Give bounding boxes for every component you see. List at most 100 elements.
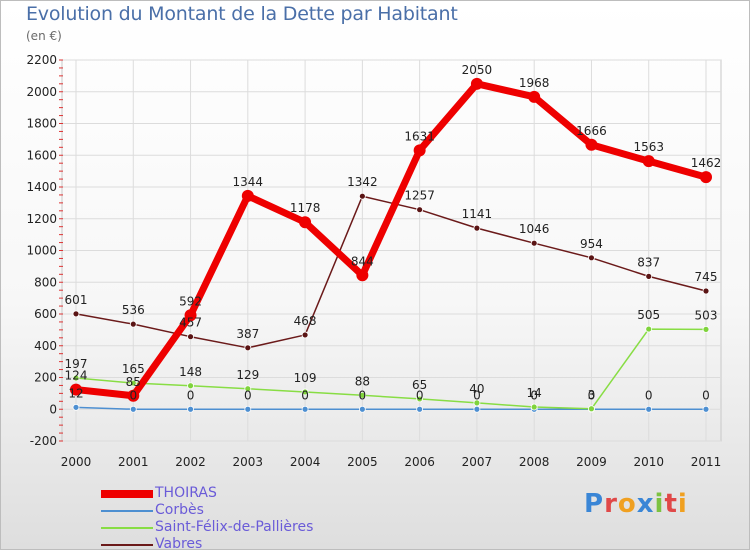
chart-title: Evolution du Montant de la Dette par Hab… [26, 3, 458, 25]
y-tick-label: 800 [34, 275, 57, 289]
data-point [416, 395, 424, 403]
data-point [473, 405, 481, 413]
x-tick-label: 2010 [633, 455, 664, 469]
data-point [301, 331, 309, 339]
data-point [356, 269, 369, 282]
data-point [358, 405, 366, 413]
data-point [187, 382, 194, 390]
x-tick-label: 2007 [462, 455, 493, 469]
data-point [358, 391, 366, 399]
data-label: 40 [469, 382, 484, 396]
data-label: 85 [126, 375, 141, 389]
data-point [129, 379, 137, 387]
data-label: 954 [580, 237, 603, 251]
data-point [72, 403, 80, 411]
data-label: 0 [416, 388, 424, 402]
data-point [588, 254, 595, 262]
y-tick-label: 200 [34, 371, 57, 385]
data-point [416, 206, 424, 214]
x-tick-label: 2011 [691, 455, 722, 469]
data-label: 592 [179, 294, 202, 308]
x-tick-label: 2000 [61, 455, 92, 469]
data-point [301, 388, 309, 396]
data-label: 124 [65, 369, 88, 383]
data-point [700, 171, 712, 184]
series-line-corbès [75, 406, 707, 410]
legend-label: Saint-Félix-de-Pallières [155, 519, 314, 535]
data-point [588, 405, 595, 413]
data-point [416, 405, 424, 413]
x-tick-label: 2002 [175, 455, 206, 469]
data-label: 109 [294, 371, 317, 385]
data-point [585, 138, 598, 151]
data-label: 1342 [347, 175, 378, 189]
data-point [129, 405, 137, 413]
data-label: 148 [179, 365, 202, 379]
data-label: 503 [695, 308, 718, 322]
data-label: 14 [527, 386, 542, 400]
data-label: 601 [65, 293, 88, 307]
data-label: 0 [359, 388, 367, 402]
data-point [72, 374, 80, 382]
data-point [129, 320, 137, 328]
x-tick-label: 2005 [347, 455, 378, 469]
data-point [530, 239, 538, 247]
legend-swatch [101, 544, 153, 546]
data-point [70, 383, 82, 396]
data-point [702, 325, 710, 333]
data-label: 457 [179, 316, 202, 330]
y-tick-label: 400 [34, 339, 57, 353]
data-point [127, 389, 140, 402]
data-label: 0 [702, 388, 710, 402]
data-point [413, 144, 426, 157]
data-label: 3 [588, 388, 596, 402]
data-label: 65 [412, 378, 427, 392]
x-tick-label: 2004 [290, 455, 321, 469]
legend-label: Vabres [155, 536, 203, 550]
data-label: 1968 [519, 76, 550, 90]
data-point [299, 216, 312, 229]
data-label: 0 [129, 388, 137, 402]
y-tick-label: 1200 [26, 212, 57, 226]
data-point [301, 405, 309, 413]
data-label: 12 [68, 386, 83, 400]
y-tick-label: -200 [30, 434, 57, 448]
data-label: 1666 [576, 124, 607, 138]
data-point [642, 155, 655, 168]
proxiti-logo: Proxiti [584, 489, 688, 519]
data-label: 165 [122, 362, 145, 376]
data-label: 88 [355, 374, 370, 388]
x-tick-label: 2001 [118, 455, 149, 469]
data-point [244, 405, 252, 413]
data-point [244, 385, 252, 393]
data-label: 745 [695, 270, 718, 284]
data-label: 0 [187, 388, 195, 402]
data-point [72, 310, 80, 318]
data-label: 0 [588, 388, 596, 402]
y-tick-label: 2200 [26, 53, 57, 67]
data-label: 844 [351, 254, 374, 268]
x-tick-label: 2003 [233, 455, 264, 469]
legend-swatch [101, 527, 153, 529]
data-label: 1344 [233, 175, 264, 189]
data-point [241, 189, 254, 202]
x-tick-label: 2008 [519, 455, 550, 469]
data-label: 129 [236, 368, 259, 382]
data-label: 0 [301, 388, 309, 402]
data-point [702, 405, 710, 413]
y-tick-label: 2000 [26, 85, 57, 99]
data-label: 1046 [519, 222, 550, 236]
data-label: 1178 [290, 201, 321, 215]
data-point [530, 403, 538, 411]
data-point [244, 344, 252, 352]
data-label: 1141 [462, 207, 493, 221]
data-point [473, 224, 481, 232]
data-point [473, 399, 481, 407]
legend-swatch [101, 490, 153, 498]
data-label: 468 [294, 314, 317, 328]
data-label: 1257 [404, 189, 435, 203]
data-point [358, 192, 366, 200]
x-tick-label: 2009 [576, 455, 607, 469]
legend-label: THOIRAS [155, 485, 217, 501]
